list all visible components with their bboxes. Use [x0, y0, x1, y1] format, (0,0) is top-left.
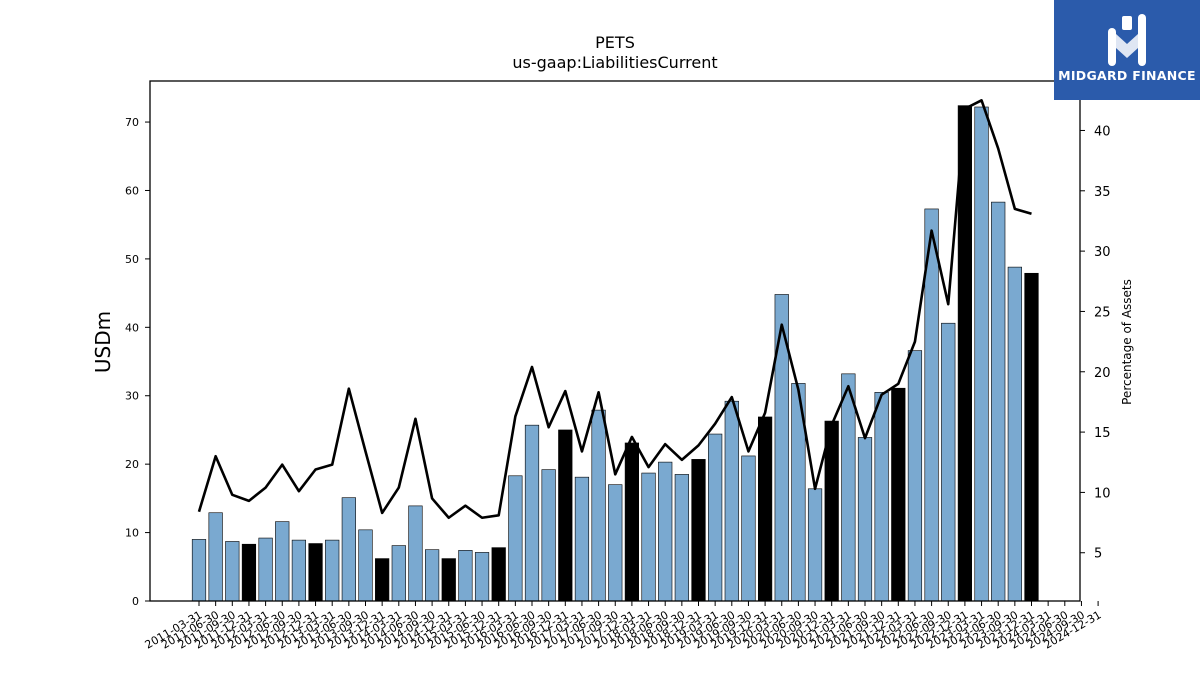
chart-title: PETS [595, 33, 635, 52]
bar [375, 558, 390, 602]
bar [441, 558, 456, 602]
y-tick-label: 10 [125, 527, 139, 540]
midgard-logo-icon [1108, 14, 1146, 66]
bar [308, 543, 323, 602]
y-tick-label: 30 [125, 390, 139, 403]
y-tick-label: 20 [125, 458, 139, 471]
y-tick-label: 0 [132, 595, 139, 608]
bar [708, 433, 723, 602]
y-tick-label: 50 [125, 253, 139, 266]
y2-tick-label: 25 [1094, 305, 1111, 320]
bar [991, 201, 1006, 602]
bar [325, 539, 340, 602]
y-tick-label: 40 [125, 321, 139, 334]
bar [674, 474, 689, 602]
bar [275, 521, 290, 602]
bar [458, 550, 473, 602]
bar [391, 545, 406, 602]
y2-axis-label: Percentage of Assets [1120, 279, 1134, 405]
chart-subtitle: us-gaap:LiabilitiesCurrent [512, 53, 717, 72]
y-axis-label: USDm [91, 311, 115, 373]
y2-tick-label: 40 [1094, 124, 1111, 139]
bar [741, 455, 756, 602]
bar [508, 475, 523, 602]
y2-tick-label: 15 [1094, 426, 1111, 441]
bar [574, 476, 590, 602]
bar [658, 461, 673, 602]
bar [541, 469, 556, 602]
line-layer [197, 99, 1032, 520]
bar [724, 400, 739, 602]
bar [241, 543, 257, 602]
bar [841, 373, 856, 602]
bar [408, 505, 423, 602]
brand-logo: MIDGARD FINANCE [1054, 0, 1200, 100]
y2-tick-label: 5 [1094, 547, 1102, 562]
bar [891, 387, 906, 602]
bar [941, 322, 956, 602]
bar [624, 442, 639, 602]
y2-tick-label: 10 [1094, 486, 1111, 501]
bar [974, 106, 989, 602]
bar [691, 459, 706, 602]
y2-tick-label: 30 [1094, 245, 1111, 260]
bar [358, 529, 373, 602]
bar [341, 497, 356, 602]
bar [208, 512, 223, 602]
percentage-line [197, 99, 1032, 520]
bar [491, 547, 506, 602]
y2-tick-label: 35 [1094, 185, 1111, 200]
bar [474, 552, 490, 602]
bar [874, 392, 889, 602]
bar [591, 409, 606, 602]
bar [1007, 266, 1022, 602]
bar [641, 472, 656, 602]
bar [1024, 272, 1039, 602]
bar [907, 350, 923, 602]
bar [291, 539, 307, 602]
bar [757, 416, 773, 602]
bar [608, 484, 623, 602]
bar [558, 429, 573, 602]
y-tick-label: 70 [125, 116, 139, 129]
bar [191, 539, 207, 602]
bar [524, 424, 540, 602]
bar [424, 549, 440, 602]
bar [857, 437, 873, 602]
bar [225, 541, 240, 602]
y2-tick-label: 20 [1094, 366, 1111, 381]
bar [258, 537, 273, 602]
bar [807, 488, 823, 602]
y-tick-label: 60 [125, 184, 139, 197]
brand-name: MIDGARD FINANCE [1058, 68, 1196, 83]
